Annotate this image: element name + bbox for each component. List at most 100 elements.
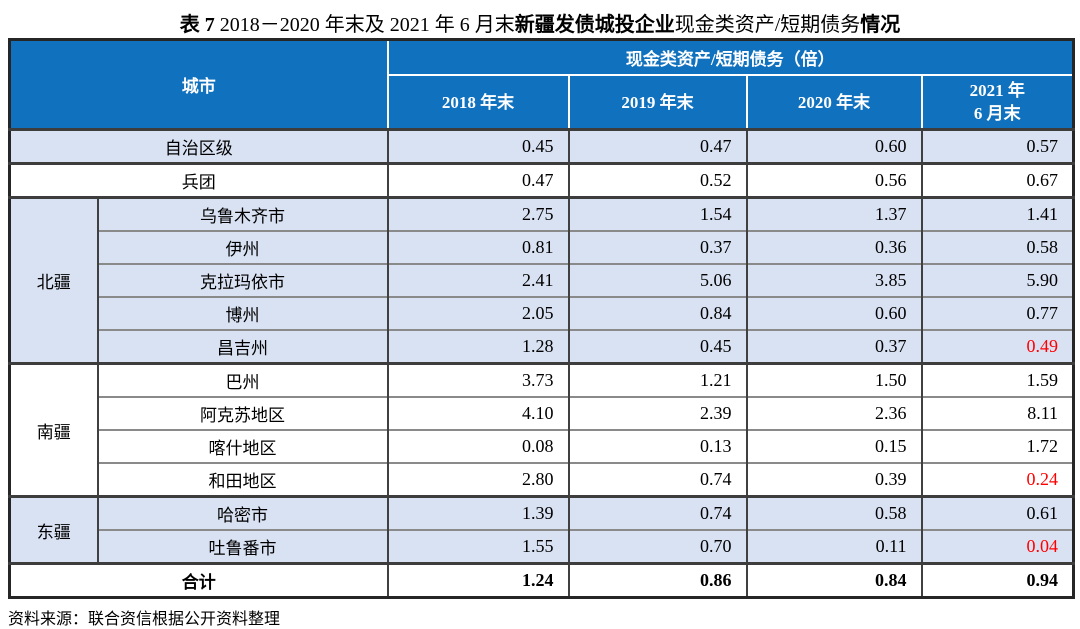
table-row: 自治区级 0.45 0.47 0.60 0.57 <box>8 128 1075 164</box>
value-cell: 3.85 <box>745 263 923 297</box>
year-column-header: 2021 年 6 月末 <box>920 74 1075 131</box>
year-column-header-line: 6 月末 <box>973 104 1021 123</box>
value-cell: 0.36 <box>745 230 923 264</box>
value-cell: 0.15 <box>745 429 923 463</box>
city-cell: 自治区级 <box>8 128 389 164</box>
value-cell: 0.67 <box>920 162 1075 198</box>
value-cell: 0.74 <box>567 462 748 497</box>
city-cell: 哈密市 <box>96 495 389 530</box>
value-cell: 1.21 <box>567 362 748 397</box>
header-row-years: 2018 年末 2019 年末 2020 年末 2021 年 6 月末 <box>10 74 1075 131</box>
value-cell: 0.74 <box>567 495 748 530</box>
region-group-cell: 东疆 <box>8 495 99 564</box>
value-cell: 0.60 <box>745 128 923 164</box>
city-cell: 巴州 <box>96 362 389 397</box>
value-cell: 0.45 <box>386 128 570 164</box>
value-cell: 0.13 <box>567 429 748 463</box>
value-cell: 0.37 <box>567 230 748 264</box>
region-group-cell: 南疆 <box>8 362 99 497</box>
year-column-header: 2018 年末 <box>386 74 570 131</box>
source-note: 资料来源：联合资信根据公开资料整理 <box>8 611 281 628</box>
value-cell: 2.36 <box>745 396 923 430</box>
table-row: 东疆 哈密市 1.39 0.74 0.58 0.61 <box>8 495 1075 564</box>
value-cell: 0.45 <box>567 329 748 364</box>
city-cell: 合计 <box>8 562 389 598</box>
value-cell: 1.28 <box>386 329 570 364</box>
table-row: 伊州 0.81 0.37 0.36 0.58 <box>10 230 1075 264</box>
cash-assets-debt-table: 城市 现金类资产/短期债务（倍） 2018 年末 2019 年末 2020 年末 20… <box>8 38 1076 599</box>
value-cell: 2.05 <box>386 296 570 330</box>
title-segment: 情况 <box>860 14 901 36</box>
value-cell: 0.77 <box>920 296 1075 330</box>
table-row: 博州 2.05 0.84 0.60 0.77 <box>10 296 1075 330</box>
title-segment: 2018－2020 年末及 2021 年 6 月末 <box>219 14 515 36</box>
value-cell: 1.50 <box>745 362 923 397</box>
value-cell: 1.41 <box>920 196 1075 231</box>
value-cell: 5.06 <box>567 263 748 297</box>
value-cell: 1.37 <box>745 196 923 231</box>
value-cell: 5.90 <box>920 263 1075 297</box>
year-column-header-line: 2021 年 <box>969 81 1025 100</box>
table-row: 和田地区 2.80 0.74 0.39 0.24 <box>10 462 1075 497</box>
value-cell: 0.37 <box>745 329 923 364</box>
value-cell: 0.81 <box>386 230 570 264</box>
city-cell: 喀什地区 <box>96 429 389 463</box>
header-row-metric: 城市 现金类资产/短期债务（倍） <box>8 38 1075 131</box>
city-cell: 兵团 <box>8 162 389 198</box>
value-cell: 0.84 <box>567 296 748 330</box>
value-cell: 0.52 <box>567 162 748 198</box>
value-cell: 0.24 <box>920 462 1075 497</box>
year-column-header: 2019 年末 <box>567 74 748 131</box>
value-cell: 0.61 <box>920 495 1075 530</box>
city-cell: 阿克苏地区 <box>96 396 389 430</box>
value-cell: 0.04 <box>920 529 1075 564</box>
value-cell: 0.58 <box>745 495 923 530</box>
value-cell: 0.84 <box>745 562 923 598</box>
table-title: 表 7 2018－2020 年末及 2021 年 6 月末新疆发债城投企业现金类… <box>0 0 1080 38</box>
city-cell: 和田地区 <box>96 462 389 497</box>
table-row: 合计 1.24 0.86 0.84 0.94 <box>8 562 1075 598</box>
value-cell: 0.39 <box>745 462 923 497</box>
value-cell: 0.58 <box>920 230 1075 264</box>
value-cell: 0.56 <box>745 162 923 198</box>
table-header: 城市 现金类资产/短期债务（倍） 2018 年末 2019 年末 2020 年末 20… <box>8 38 1075 131</box>
region-group-cell: 北疆 <box>8 196 99 364</box>
value-cell: 1.54 <box>567 196 748 231</box>
table-row: 昌吉州 1.28 0.45 0.37 0.49 <box>10 329 1075 364</box>
year-column-header: 2020 年末 <box>745 74 923 131</box>
value-cell: 2.41 <box>386 263 570 297</box>
city-cell: 吐鲁番市 <box>96 529 389 564</box>
value-cell: 1.39 <box>386 495 570 530</box>
header-city-cell: 城市 <box>8 38 389 131</box>
city-cell: 克拉玛依市 <box>96 263 389 297</box>
value-cell: 0.86 <box>567 562 748 598</box>
city-cell: 昌吉州 <box>96 329 389 364</box>
value-cell: 2.75 <box>386 196 570 231</box>
header-metric-cell: 现金类资产/短期债务（倍） <box>386 38 1075 76</box>
city-cell: 伊州 <box>96 230 389 264</box>
table-row: 吐鲁番市 1.55 0.70 0.11 0.04 <box>10 529 1075 564</box>
value-cell: 0.70 <box>567 529 748 564</box>
value-cell: 4.10 <box>386 396 570 430</box>
year-column-header-line: 2018 年末 <box>441 92 515 112</box>
title-segment: 表 7 <box>179 14 220 36</box>
value-cell: 0.94 <box>920 562 1075 598</box>
value-cell: 0.60 <box>745 296 923 330</box>
value-cell: 3.73 <box>386 362 570 397</box>
value-cell: 8.11 <box>920 396 1075 430</box>
table-row: 克拉玛依市 2.41 5.06 3.85 5.90 <box>10 263 1075 297</box>
value-cell: 0.57 <box>920 128 1075 164</box>
table-row: 南疆 巴州 3.73 1.21 1.50 1.59 <box>8 362 1075 497</box>
table-row: 喀什地区 0.08 0.13 0.15 1.72 <box>10 429 1075 463</box>
table-row: 阿克苏地区 4.10 2.39 2.36 8.11 <box>10 396 1075 430</box>
value-cell: 0.11 <box>745 529 923 564</box>
table-row: 兵团 0.47 0.52 0.56 0.67 <box>8 162 1075 198</box>
value-cell: 0.49 <box>920 329 1075 364</box>
value-cell: 0.47 <box>567 128 748 164</box>
value-cell: 1.24 <box>386 562 570 598</box>
value-cell: 1.55 <box>386 529 570 564</box>
value-cell: 0.08 <box>386 429 570 463</box>
value-cell: 1.59 <box>920 362 1075 397</box>
year-column-header-line: 2019 年末 <box>621 92 694 112</box>
city-cell: 博州 <box>96 296 389 330</box>
